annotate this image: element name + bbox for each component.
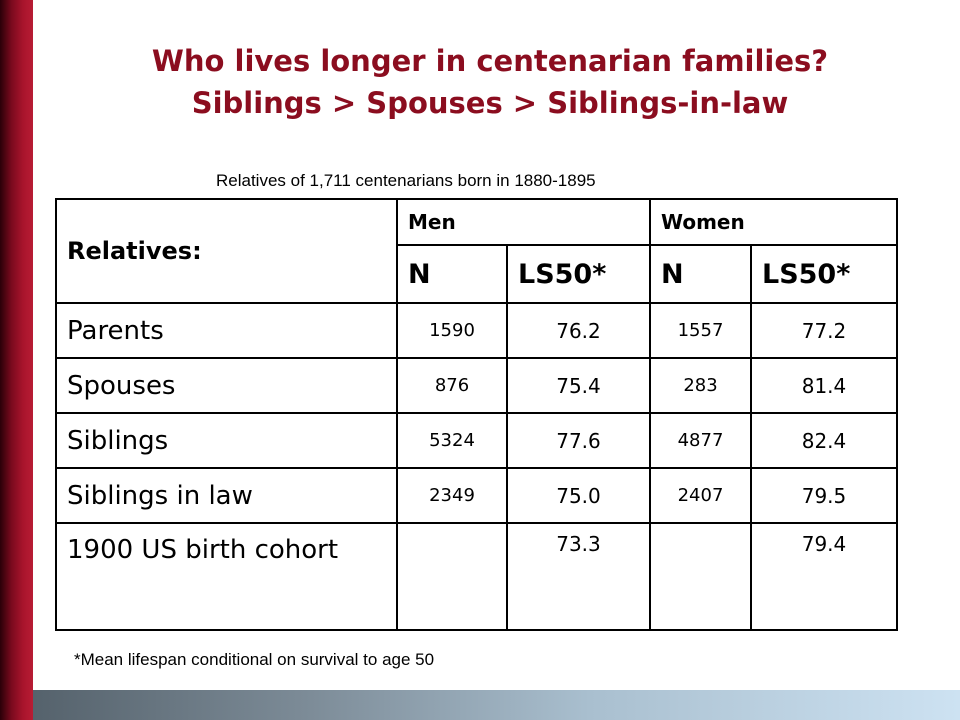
header-row-groups: Relatives: Men Women (55, 198, 899, 304)
header-women: Women (648, 198, 899, 246)
slide-title: Who lives longer in centenarian families… (40, 40, 940, 124)
men-n-cell: 5324 (396, 412, 508, 469)
row-label: Spouses (55, 357, 398, 414)
row-label: 1900 US birth cohort (55, 522, 398, 631)
title-line-1: Who lives longer in centenarian families… (151, 44, 829, 78)
men-n-cell: 1590 (396, 302, 508, 359)
table-row: 1900 US birth cohort 73.3 79.4 (55, 522, 899, 631)
women-ls50-cell: 82.4 (749, 412, 899, 469)
men-ls50-cell: 77.6 (506, 412, 651, 469)
bottom-accent-bar (33, 690, 960, 720)
table-row: Spouses 876 75.4 283 81.4 (55, 357, 899, 414)
table-row: Siblings in law 2349 75.0 2407 79.5 (55, 467, 899, 524)
title-line-2: Siblings > Spouses > Siblings-in-law (191, 86, 789, 120)
men-ls50-cell: 76.2 (506, 302, 651, 359)
men-n-cell: 2349 (396, 467, 508, 524)
table-caption: Relatives of 1,711 centenarians born in … (216, 171, 596, 190)
header-row-columns: N LS50* N LS50* (56, 244, 899, 304)
row-label: Siblings in law (55, 467, 398, 524)
header-men: Men (396, 198, 651, 246)
table-row: Parents 1590 76.2 1557 77.2 (55, 302, 899, 359)
men-n-cell: 876 (396, 357, 508, 414)
women-ls50-cell: 79.4 (749, 522, 899, 631)
women-n-cell: 1557 (649, 302, 752, 359)
header-relatives: Relatives: (55, 198, 398, 304)
row-label: Parents (55, 302, 398, 359)
women-n-cell: 2407 (649, 467, 752, 524)
men-n-cell (396, 522, 508, 631)
header-men-n: N (396, 244, 508, 304)
women-n-cell (649, 522, 752, 631)
women-ls50-cell: 81.4 (749, 357, 899, 414)
header-women-n: N (649, 244, 752, 304)
men-ls50-cell: 75.0 (506, 467, 651, 524)
men-ls50-cell: 75.4 (506, 357, 651, 414)
women-ls50-cell: 79.5 (749, 467, 899, 524)
header-men-ls50: LS50* (506, 244, 651, 304)
women-n-cell: 4877 (649, 412, 752, 469)
lifespan-table: Relatives: Men Women N LS50* N LS50* Par… (55, 198, 899, 631)
women-ls50-cell: 77.2 (749, 302, 899, 359)
table-row: Siblings 5324 77.6 4877 82.4 (55, 412, 899, 469)
men-ls50-cell: 73.3 (506, 522, 651, 631)
row-label: Siblings (55, 412, 398, 469)
women-n-cell: 283 (649, 357, 752, 414)
header-women-ls50: LS50* (749, 244, 899, 304)
footnote: *Mean lifespan conditional on survival t… (74, 650, 435, 669)
left-accent-bar (0, 0, 33, 720)
